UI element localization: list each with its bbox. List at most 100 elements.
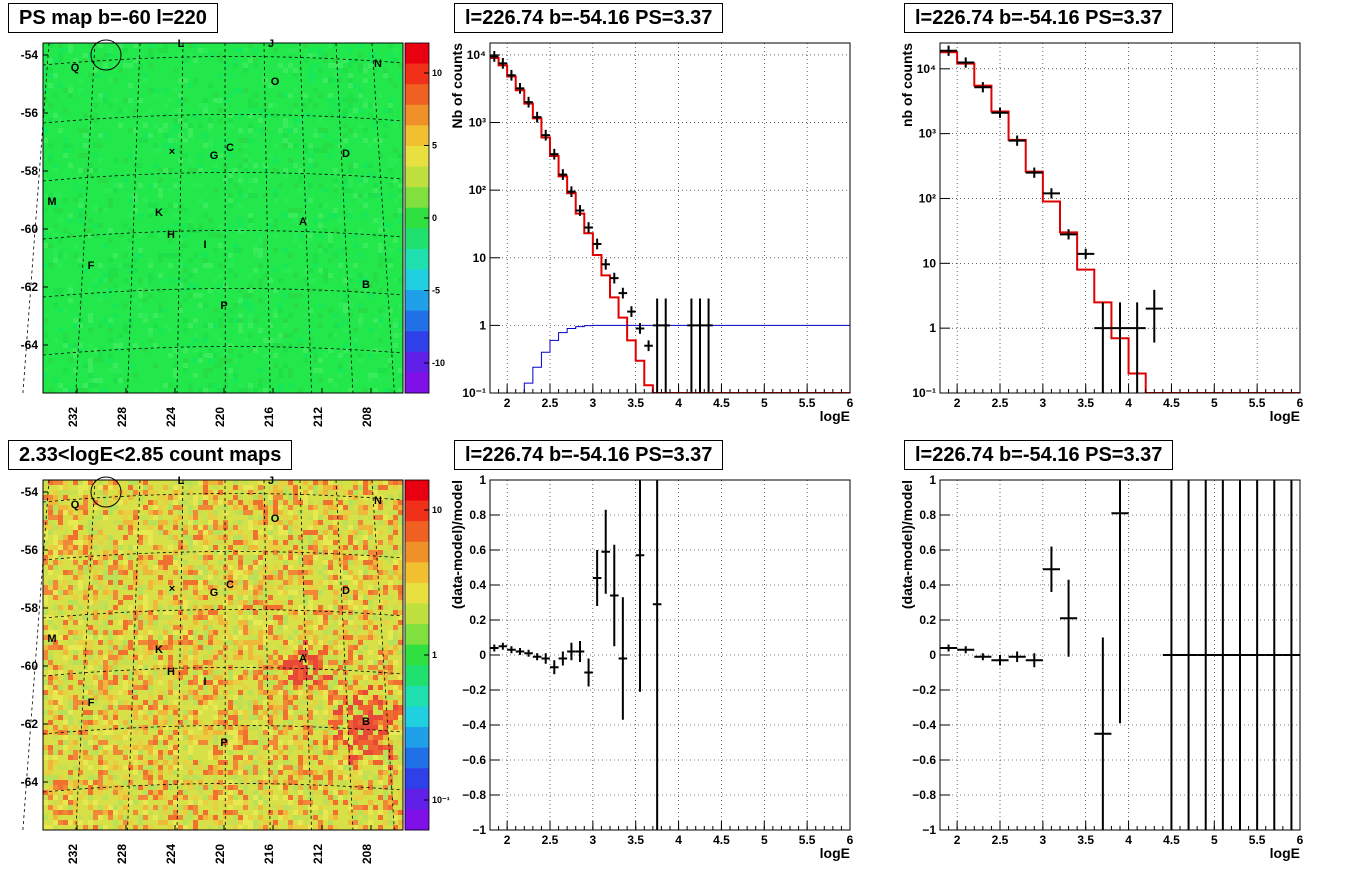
bottom-map-pixel — [188, 480, 193, 485]
bottom-map-pixel — [358, 485, 363, 490]
bottom-map-pixel — [328, 525, 333, 530]
bottom-map-pixel — [358, 765, 363, 770]
bottom-map-pixel — [293, 710, 298, 715]
top-map-pixel — [268, 263, 273, 268]
bottom-map-pixel — [158, 665, 163, 670]
bottom-map-pixel — [148, 510, 153, 515]
top-map-pixel — [303, 283, 308, 288]
bottom-map-pixel — [358, 740, 363, 745]
bottom-map-pixel — [128, 660, 133, 665]
bottom-map-pixel — [318, 530, 323, 535]
bottom-map-pixel — [398, 770, 403, 775]
bottom-map-pixel — [263, 630, 268, 635]
bottom-map-pixel — [358, 505, 363, 510]
top-map-pixel — [203, 108, 208, 113]
top-map-pixel — [398, 343, 403, 348]
bottom-map-pixel — [93, 670, 98, 675]
bottom-map-pixel — [48, 665, 53, 670]
bottom-map-pixel — [73, 480, 78, 485]
bottom-map-pixel — [253, 675, 258, 680]
bottom-map-pixel — [323, 620, 328, 625]
bottom-map-pixel — [363, 525, 368, 530]
top-map-lon-label: 232 — [66, 407, 80, 427]
bottom-map-pixel — [313, 745, 318, 750]
top-map-lat-label: -54 — [21, 48, 39, 62]
bottom-map-pixel — [113, 745, 118, 750]
bottom-map-pixel — [248, 715, 253, 720]
bottom-map-pixel — [123, 510, 128, 515]
bottom-map-pixel — [378, 655, 383, 660]
bottom-map-pixel — [363, 750, 368, 755]
top-map-pixel — [178, 208, 183, 213]
bottom-map-pixel — [53, 500, 58, 505]
bottom-map-pixel — [238, 735, 243, 740]
top-map-pixel — [328, 333, 333, 338]
bottom-map-pixel — [383, 530, 388, 535]
bottom-map-pixel — [223, 520, 228, 525]
top-map-pixel — [378, 228, 383, 233]
bottom-map-pixel — [353, 495, 358, 500]
bottom-map-pixel — [233, 785, 238, 790]
top-map-pixel — [243, 138, 248, 143]
top-map-pixel — [263, 353, 268, 358]
top-map-pixel — [228, 48, 233, 53]
top-map-pixel — [88, 218, 93, 223]
bottom-map-pixel — [143, 655, 148, 660]
bottom-map-pixel — [228, 585, 233, 590]
bottom-map-pixel — [283, 705, 288, 710]
top-map-lat-gridline — [42, 172, 404, 182]
bottom-map-pixel — [363, 535, 368, 540]
bottom-map-pixel — [293, 490, 298, 495]
bottom-map-pixel — [153, 620, 158, 625]
bottom-map-pixel — [178, 655, 183, 660]
bottom-map-pixel — [293, 780, 298, 785]
bottom-map-pixel — [388, 710, 393, 715]
top-map-pixel — [248, 313, 253, 318]
top-map-pixel — [178, 238, 183, 243]
bottom-map-pixel — [133, 585, 138, 590]
bottom-map-pixel — [233, 580, 238, 585]
bottom-map-pixel — [93, 775, 98, 780]
bottom-map-pixel — [248, 725, 253, 730]
bottom-map-pixel — [163, 560, 168, 565]
bottom-map-pixel — [353, 575, 358, 580]
bottom-map-pixel — [293, 630, 298, 635]
bottom-map-pixel — [263, 530, 268, 535]
bottom-map-pixel — [358, 705, 363, 710]
bottom-map-pixel — [178, 615, 183, 620]
bottom-map-pixel — [88, 600, 93, 605]
top-map-pixel — [298, 213, 303, 218]
bottom-map-pixel — [398, 505, 403, 510]
top-map-pixel — [128, 238, 133, 243]
bottom-map-pixel — [288, 520, 293, 525]
top-map-pixel — [248, 288, 253, 293]
bottom-map-pixel — [173, 700, 178, 705]
bottom-map-pixel — [353, 695, 358, 700]
bottom-map-pixel — [73, 620, 78, 625]
bottom-map-pixel — [143, 605, 148, 610]
bottom-map-pixel — [138, 515, 143, 520]
bottom-map-pixel — [368, 610, 373, 615]
top-map-pixel — [233, 168, 238, 173]
bottom-map-pixel — [333, 630, 338, 635]
bottom-map-pixel — [313, 670, 318, 675]
bottom-map-pixel — [108, 610, 113, 615]
bottom-map-pixel — [243, 770, 248, 775]
top-map-pixel — [248, 123, 253, 128]
bottom-map-pixel — [388, 545, 393, 550]
bottom-map-pixel — [113, 485, 118, 490]
bottom-map-pixel — [253, 670, 258, 675]
bottom-map-pixel — [373, 695, 378, 700]
bottom-map-pixel — [333, 595, 338, 600]
top-map-pixel — [248, 108, 253, 113]
bottom-map-pixel — [313, 735, 318, 740]
top-map-pixel — [53, 338, 58, 343]
top-palette-label: -5 — [432, 286, 440, 296]
bottom-map-pixel — [73, 740, 78, 745]
bottom-map-pixel — [323, 680, 328, 685]
bottom-map-pixel — [233, 695, 238, 700]
bottom-map-pixel — [98, 605, 103, 610]
top-map-pixel — [233, 273, 238, 278]
top-map-pixel — [148, 333, 153, 338]
bottom-map-pixel — [363, 565, 368, 570]
